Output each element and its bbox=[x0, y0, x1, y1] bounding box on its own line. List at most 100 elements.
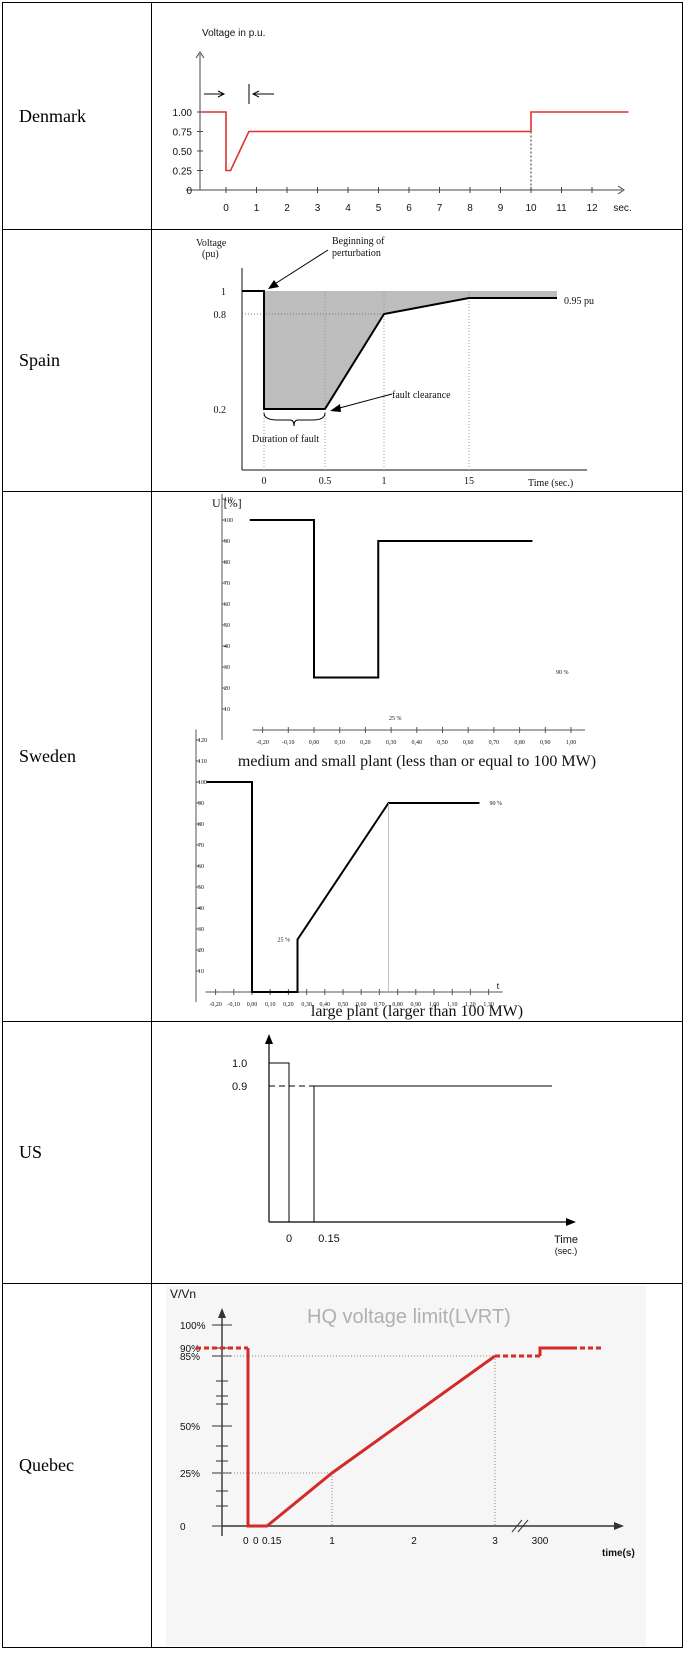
x-axis-label: Time bbox=[554, 1234, 578, 1246]
y-tick-label: 85% bbox=[180, 1352, 200, 1363]
y-tick-label: 0.50 bbox=[173, 147, 193, 158]
axis-break bbox=[511, 1519, 523, 1532]
x-tick-label: 8 bbox=[467, 203, 473, 214]
x-tick-label: 3 bbox=[492, 1536, 498, 1547]
x-axis-label: t bbox=[497, 981, 500, 992]
y-tick-label: 120 bbox=[198, 738, 207, 744]
x-axis-arrow bbox=[617, 185, 625, 195]
x-tick-label: 0,40 bbox=[320, 1002, 331, 1008]
chart-background bbox=[166, 1285, 646, 1646]
table-row: US 1.0 0.9 0 0.15 Time (sec.) bbox=[2, 1021, 683, 1284]
chart-title: HQ voltage limit(LVRT) bbox=[307, 1306, 511, 1328]
y-axis-label: U [%] bbox=[212, 496, 242, 510]
y-tick-label: 80 bbox=[198, 822, 204, 828]
x-tick-label: 0,90 bbox=[540, 740, 551, 746]
x-tick-label: 0,50 bbox=[437, 740, 448, 746]
x-tick-label: 9 bbox=[498, 203, 504, 214]
annotation-beginning: Beginning of bbox=[332, 236, 385, 247]
annotation-25: 25 % bbox=[389, 716, 402, 722]
x-axis-arrow bbox=[566, 1217, 576, 1226]
series-line bbox=[242, 289, 557, 410]
x-tick-label: 1,30 bbox=[483, 1002, 494, 1008]
x-tick-label: 5 bbox=[376, 203, 382, 214]
y-tick-label: 1.0 bbox=[232, 1058, 247, 1070]
x-tick-label: 0 bbox=[253, 1536, 259, 1547]
annotation-90: 90 % bbox=[556, 670, 569, 676]
series-line bbox=[249, 518, 533, 678]
annotation-90: 90 % bbox=[490, 801, 503, 807]
y-tick-label: 20 bbox=[224, 686, 230, 692]
country-cell: Denmark bbox=[2, 2, 152, 230]
x-tick-label: -0,20 bbox=[209, 1002, 222, 1008]
annotation-perturbation: perturbation bbox=[332, 248, 381, 259]
y-tick-label: 70 bbox=[224, 581, 230, 587]
annotation-25: 25 % bbox=[278, 937, 291, 943]
y-tick-label: 0.9 bbox=[232, 1081, 247, 1093]
x-tick-label: 3 bbox=[315, 203, 321, 214]
x-tick-label: 1 bbox=[382, 476, 387, 487]
x-tick-label: 0,90 bbox=[411, 1002, 422, 1008]
y-tick-label: 0.8 bbox=[214, 310, 227, 321]
x-tick-label: 1,00 bbox=[566, 740, 577, 746]
plot-cell: U [%] 10 20 30 40 50 60 70 80 90 100 110 120 -0,20 -0,… bbox=[151, 491, 683, 1022]
annotation-arrow bbox=[331, 393, 393, 410]
country-cell: US bbox=[2, 1021, 152, 1284]
series-line bbox=[201, 111, 629, 172]
x-tick-label: 0,40 bbox=[412, 740, 423, 746]
table-row: Denmark Voltage in p.u. 0 0.25 0.50 0.75 1.00… bbox=[2, 2, 683, 230]
x-tick-label: 1 bbox=[254, 203, 260, 214]
country-cell: Sweden bbox=[2, 491, 152, 1022]
y-tick-label: 0 bbox=[186, 186, 192, 197]
y-tick-label: 10 bbox=[224, 707, 230, 713]
x-tick-label: 0,70 bbox=[489, 740, 500, 746]
table-row: Sweden U [%] 10 20 30 40 50 60 70 80 90 100 110 120 -… bbox=[2, 491, 683, 1022]
y-axis-unit: (pu) bbox=[202, 249, 219, 260]
x-unit-label: sec. bbox=[613, 203, 631, 214]
x-tick-label: 0,10 bbox=[334, 740, 345, 746]
x-tick-label: 0,60 bbox=[463, 740, 474, 746]
y-tick-label: 30 bbox=[198, 927, 204, 933]
x-tick-label: 0 bbox=[223, 203, 229, 214]
y-axis-label: Voltage bbox=[196, 238, 227, 249]
x-tick-label: 0.15 bbox=[318, 1233, 339, 1245]
x-tick-label: 300 bbox=[532, 1536, 549, 1547]
country-cell: Quebec bbox=[2, 1283, 152, 1648]
annotation-arrow bbox=[269, 249, 329, 287]
y-tick-label: 0.25 bbox=[173, 167, 193, 178]
y-axis-arrow bbox=[265, 1033, 273, 1044]
x-tick-label: 4 bbox=[345, 203, 351, 214]
x-tick-label: 0,30 bbox=[386, 740, 397, 746]
y-tick-label: 90 bbox=[198, 801, 204, 807]
x-axis-arrow bbox=[614, 1521, 624, 1530]
y-tick-label: 25% bbox=[180, 1469, 200, 1480]
chart-sweden: U [%] 10 20 30 40 50 60 70 80 90 100 110 120 -0,20 -0,… bbox=[195, 493, 596, 1020]
y-tick-label: 100 bbox=[198, 780, 207, 786]
chart-quebec: V/Vn HQ voltage limit(LVRT) 0 25% 50% 85%90% 1… bbox=[166, 1285, 646, 1646]
x-tick-label: 2 bbox=[411, 1536, 417, 1547]
series-recovery bbox=[538, 1346, 572, 1356]
plot-cell: Voltage (pu) 0.2 0.8 1 0 0.5 1 15 Time (sec.) Begi… bbox=[151, 229, 683, 492]
x-tick-label: 1,00 bbox=[429, 1002, 440, 1008]
x-axis-unit: (sec.) bbox=[555, 1246, 578, 1256]
y-tick-label: 1.00 bbox=[173, 108, 193, 119]
y-axis-label: Voltage in p.u. bbox=[202, 28, 265, 39]
plot-cell: Voltage in p.u. 0 0.25 0.50 0.75 1.00 0 1 2 3 4 5 6 7… bbox=[151, 2, 683, 230]
x-tick-label: 2 bbox=[284, 203, 290, 214]
y-axis-arrow bbox=[218, 1307, 226, 1318]
x-tick-label: -0,10 bbox=[282, 740, 295, 746]
y-tick-label: 100% bbox=[180, 1321, 206, 1332]
y-tick-label: 50% bbox=[180, 1422, 200, 1433]
shaded-region bbox=[264, 290, 557, 409]
annotation-arrow-head bbox=[330, 403, 341, 412]
x-tick-label: 1,10 bbox=[447, 1002, 458, 1008]
x-tick-label: 0 bbox=[262, 476, 267, 487]
y-tick-label: 50 bbox=[198, 885, 204, 891]
series-line bbox=[269, 1062, 552, 1222]
y-tick-label: 40 bbox=[198, 906, 204, 912]
arrow-left-head bbox=[251, 90, 260, 98]
chart-spain: Voltage(pu) 0.2 0.8 1 0 0.5 1 15 Time (sec.) Begi… bbox=[196, 236, 594, 489]
country-cell: Spain bbox=[2, 229, 152, 492]
y-tick-label: 90% bbox=[180, 1344, 200, 1355]
y-tick-label: 0.2 bbox=[214, 405, 227, 416]
y-tick-label: 30 bbox=[224, 665, 230, 671]
